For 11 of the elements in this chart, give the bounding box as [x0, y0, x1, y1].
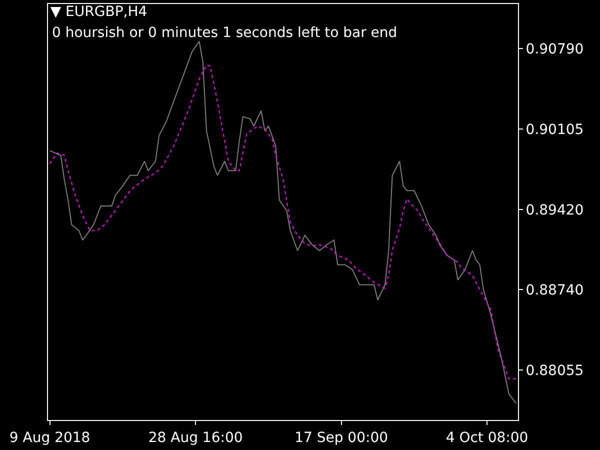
y-tick-label: 0.90790 [526, 41, 584, 58]
annotation: 0 hoursish or 0 minutes 1 seconds left to bar end [52, 25, 398, 41]
x-tick-label: 28 Aug 16:00 [148, 430, 243, 446]
x-tick-label: 17 Sep 00:00 [294, 430, 388, 446]
chart-title: ▼ EURGBP,H4 [50, 4, 148, 20]
y-tick-label: 0.89420 [526, 202, 584, 218]
y-tick-label: 0.88740 [526, 282, 584, 298]
y-tick-label: 0.88055 [526, 362, 584, 379]
y-tick-label: 0.90105 [526, 122, 584, 138]
x-tick-label: 9 Aug 2018 [9, 430, 90, 446]
x-tick-label: 4 Oct 08:00 [446, 430, 528, 446]
